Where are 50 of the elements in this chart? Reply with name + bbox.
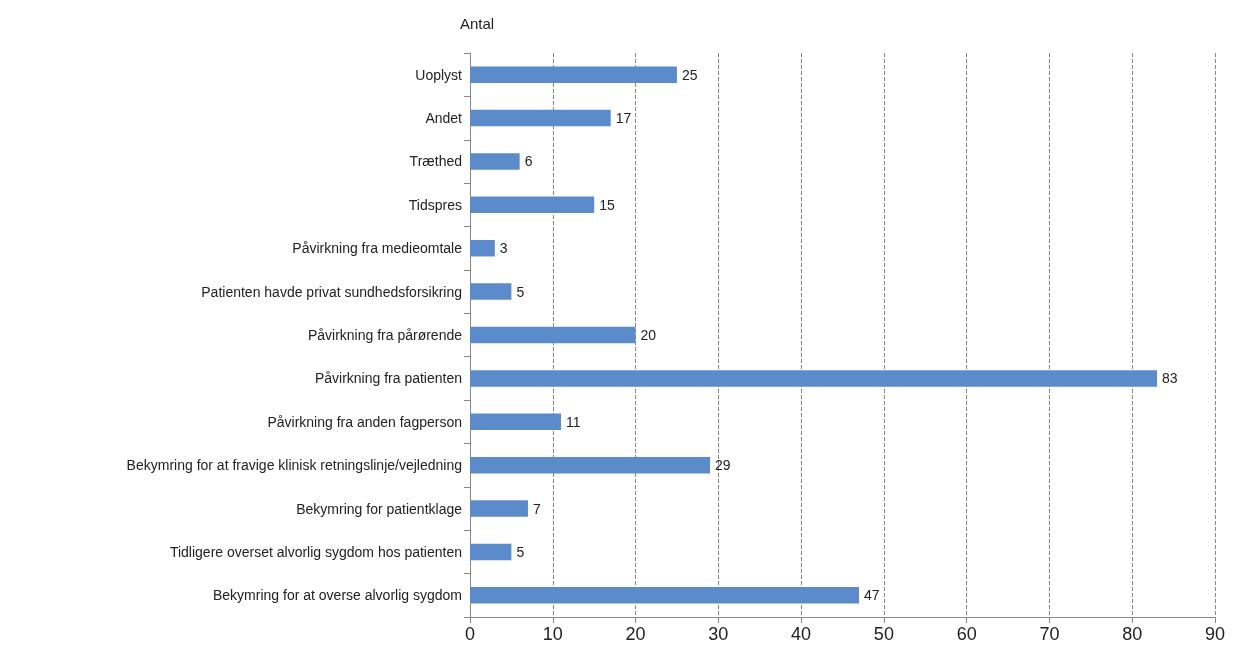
bar bbox=[470, 66, 677, 83]
y-tick-label: Påvirkning fra medieomtale bbox=[292, 240, 463, 257]
bar bbox=[470, 109, 611, 127]
y-tick-label: Træthed bbox=[409, 153, 462, 170]
data-label: 17 bbox=[615, 110, 632, 127]
data-label: 11 bbox=[566, 413, 581, 430]
bar bbox=[470, 587, 860, 604]
y-tick-label: Bekymring for at overse alvorlig sygdom bbox=[213, 587, 462, 604]
y-tick-label: Uoplyst bbox=[415, 66, 463, 83]
x-tick-label: 80 bbox=[1122, 624, 1143, 644]
x-tick-label: 50 bbox=[873, 624, 894, 644]
data-label: 6 bbox=[524, 153, 533, 170]
bar bbox=[470, 283, 512, 300]
x-tick-label: 30 bbox=[708, 624, 729, 644]
bar bbox=[470, 239, 495, 257]
data-label: 3 bbox=[499, 240, 508, 257]
bar bbox=[470, 326, 636, 344]
x-tick-label: 10 bbox=[542, 624, 563, 644]
data-label: 25 bbox=[681, 66, 698, 83]
x-tick-label: 70 bbox=[1039, 624, 1060, 644]
data-label: 20 bbox=[640, 327, 657, 343]
y-tick-label: Tidspres bbox=[408, 196, 462, 213]
y-tick-label: Påvirkning fra pårørende bbox=[307, 327, 463, 343]
y-tick-label: Bekymring for patientklage bbox=[296, 500, 463, 517]
bar bbox=[470, 196, 595, 214]
y-tick-label: Patienten havde privat sundhedsforsikring bbox=[201, 283, 462, 300]
x-tick-label: 40 bbox=[791, 624, 812, 644]
bar bbox=[470, 543, 512, 561]
y-tick-label: Påvirkning fra anden fagperson bbox=[267, 413, 462, 430]
x-tick-label: 20 bbox=[625, 624, 646, 644]
data-label: 29 bbox=[715, 457, 731, 474]
x-tick-label: 60 bbox=[956, 624, 977, 644]
y-tick-label: Påvirkning fra patienten bbox=[314, 370, 462, 387]
bar bbox=[470, 413, 562, 431]
data-label: 7 bbox=[532, 500, 541, 517]
x-tick-label: 0 bbox=[464, 624, 476, 644]
y-tick-label: Bekymring for at fravige klinisk retningslinje/vejledning bbox=[126, 457, 462, 474]
y-axis-title: Antal bbox=[460, 15, 495, 32]
data-label: 83 bbox=[1162, 370, 1178, 387]
data-label: 5 bbox=[516, 543, 525, 560]
bar bbox=[470, 153, 520, 170]
data-label: 15 bbox=[599, 196, 615, 213]
y-tick-label: Andet bbox=[425, 110, 463, 127]
data-label: 47 bbox=[864, 587, 880, 604]
y-tick-label: Tidligere overset alvorlig sygdom hos patienten bbox=[169, 543, 462, 560]
data-label: 5 bbox=[516, 283, 525, 300]
bar bbox=[470, 456, 711, 474]
x-tick-label: 90 bbox=[1204, 624, 1226, 644]
bar bbox=[470, 370, 1158, 387]
bar bbox=[470, 500, 528, 517]
